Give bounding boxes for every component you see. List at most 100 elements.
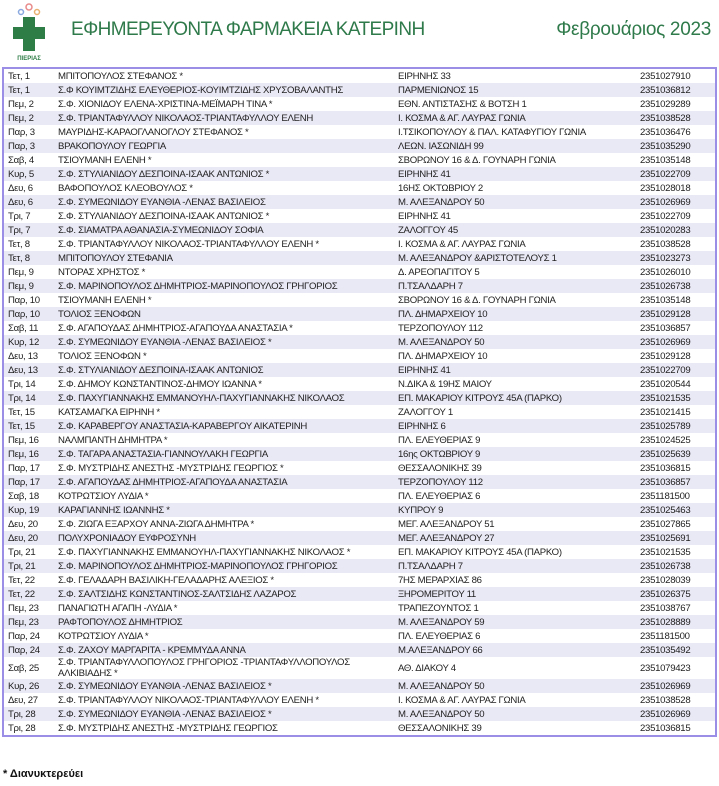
date-cell: Τετ, 8 [8, 252, 30, 264]
phone-cell: 2351038767 [640, 602, 691, 614]
pharmacy-name-cell: ΝΤΟΡΑΣ ΧΡΗΣΤΟΣ * [58, 266, 146, 278]
table-row: Τετ, 8 ΜΠΙΤΟΠΟΥΛΟΥ ΣΤΕΦΑΝΙΑ Μ. ΑΛΕΞΑΝΔΡΟΥ … [4, 251, 715, 265]
phone-cell: 2351029289 [640, 98, 691, 110]
phone-cell: 2351021535 [640, 546, 691, 558]
duty-pharmacies-table: Τετ, 1 ΜΠΙΤΟΠΟΥΛΟΣ ΣΤΕΦΑΝΟΣ * ΕΙΡΗΝΗΣ 33 23… [2, 67, 717, 737]
table-row: Σαβ, 18 ΚΟΤΡΩΤΣΙΟΥ ΛΥΔΙΑ * ΠΛ. ΕΛΕΥΘΕΡΙΑΣ … [4, 489, 715, 503]
table-row: Κυρ, 26 Σ.Φ. ΣΥΜΕΩΝΙΔΟΥ ΕΥΑΝΘΙΑ -ΛΕΝΑΣ ΒΑ… [4, 679, 715, 693]
date-cell: Σαβ, 11 [8, 322, 39, 334]
pharmacy-name-cell: Σ.Φ. ΣΤΥΛΙΑΝΙΔΟΥ ΔΕΣΠΟΙΝΑ-ΙΣΑΑΚ ΑΝΤΩΝΙΟΣ… [58, 210, 270, 222]
pharmacy-name-cell: Σ.Φ. ΧΙΟΝΙΔΟΥ ΕΛΕΝΑ-ΧΡΙΣΤΙΝΑ-ΜΕΪΜΑΡΗ ΤΙΝ… [58, 98, 273, 110]
table-row: Παρ, 3 ΒΡΑΚΟΠΟΥΛΟΥ ΓΕΩΡΓΙΑ ΛΕΩΝ. ΙΑΣΩΝΙΔΗ … [4, 139, 715, 153]
table-row: Πεμ, 23 ΠΑΝΑΓΙΩΤΗ ΑΓΑΠΗ -ΛΥΔΙΑ * ΤΡΑΠΕΖΟΥΝ… [4, 601, 715, 615]
address-cell: ΕΙΡΗΝΗΣ 41 [398, 364, 451, 376]
address-cell: ΤΡΑΠΕΖΟΥΝΤΟΣ 1 [398, 602, 479, 614]
table-row: Δευ, 20 Σ.Φ. ΖΙΩΓΑ ΕΞΑΡΧΟΥ ΑΝΝΑ-ΖΙΩΓΑ ΔΗΜ… [4, 517, 715, 531]
address-cell: ΕΙΡΗΝΗΣ 6 [398, 420, 446, 432]
pharmacy-name-cell: ΚΑΤΣΑΜΑΓΚΑ ΕΙΡΗΝΗ * [58, 406, 160, 418]
date-cell: Πεμ, 16 [8, 448, 39, 460]
address-cell: Ι.ΤΣΙΚΟΠΟΥΛΟΥ & ΠΑΛ. ΚΑΤΑΦΥΓΙΟΥ ΓΩΝΙΑ [398, 126, 586, 138]
phone-cell: 2351026738 [640, 280, 691, 292]
pharmacy-name-cell: Σ.Φ. ΠΑΧΥΓΙΑΝΝΑΚΗΣ ΕΜΜΑΝΟΥΗΛ-ΠΑΧΥΓΙΑΝΝΑΚ… [58, 392, 345, 404]
date-cell: Κυρ, 19 [8, 504, 40, 516]
pharmacy-name-cell: Σ.Φ. ΤΑΓΑΡΑ ΑΝΑΣΤΑΣΙΑ-ΓΙΑΝΝΟΥΛΑΚΗ ΓΕΩΡΓΙ… [58, 448, 268, 460]
table-row: Τετ, 1 Σ.Φ ΚΟΥΙΜΤΖΙΔΗΣ ΕΛΕΥΘΕΡΙΟΣ-ΚΟΥΙΜΤΖ… [4, 83, 715, 97]
table-row: Παρ, 17 Σ.Φ. ΜΥΣΤΡΙΔΗΣ ΑΝΕΣΤΗΣ -ΜΥΣΤΡΙΔΗΣ… [4, 461, 715, 475]
table-row: Παρ, 10 ΤΟΛΙΟΣ ΞΕΝΟΦΩΝ ΠΛ. ΔΗΜΑΡΧΕΙΟΥ 10 23… [4, 307, 715, 321]
phone-cell: 2351025639 [640, 448, 691, 460]
phone-cell: 2351021415 [640, 406, 691, 418]
date-cell: Παρ, 3 [8, 140, 35, 152]
phone-cell: 2351022709 [640, 210, 691, 222]
date-cell: Κυρ, 5 [8, 168, 34, 180]
address-cell: Μ. ΑΛΕΞΑΝΔΡΟΥ &ΑΡΙΣΤΟΤΕΛΟΥΣ 1 [398, 252, 557, 264]
phone-cell: 2351036812 [640, 84, 691, 96]
address-cell: Ν.ΔΙΚΑ & 19ΗΣ ΜΑΙΟΥ [398, 378, 492, 390]
pharmacy-name-cell: Σ.Φ. ΣΙΑΜΑΤΡΑ ΑΘΑΝΑΣΙΑ-ΣΥΜΕΩΝΙΔΟΥ ΣΟΦΙΑ [58, 224, 264, 236]
address-cell: ΤΕΡΖΟΠΟΥΛΟΥ 112 [398, 476, 483, 488]
date-cell: Δευ, 27 [8, 694, 38, 706]
date-cell: Τετ, 1 [8, 70, 30, 82]
pharmacy-name-cell: Σ.Φ. ΜΑΡΙΝΟΠΟΥΛΟΣ ΔΗΜΗΤΡΙΟΣ-ΜΑΡΙΝΟΠΟΥΛΟΣ… [58, 560, 338, 572]
address-cell: Δ. ΑΡΕΟΠΑΓΙΤΟΥ 5 [398, 266, 480, 278]
date-cell: Τρι, 28 [8, 708, 36, 720]
address-cell: ΤΕΡΖΟΠΟΥΛΟΥ 112 [398, 322, 483, 334]
phone-cell: 2351026969 [640, 336, 691, 348]
table-row: Παρ, 24 ΚΟΤΡΩΤΣΙΟΥ ΛΥΔΙΑ * ΠΛ. ΕΛΕΥΘΕΡΙΑΣ … [4, 629, 715, 643]
address-cell: ΠΛ. ΕΛΕΥΘΕΡΙΑΣ 6 [398, 490, 481, 502]
address-cell: ΣΒΟΡΩΝΟΥ 16 & Δ. ΓΟΥΝΑΡΗ ΓΩΝΙΑ [398, 294, 556, 306]
date-cell: Σαβ, 18 [8, 490, 39, 502]
phone-cell: 2351026738 [640, 560, 691, 572]
phone-cell: 2351036857 [640, 476, 691, 488]
date-cell: Παρ, 10 [8, 294, 40, 306]
table-row: Σαβ, 4 ΤΣΙΟΥΜΑΝΗ ΕΛΕΝΗ * ΣΒΟΡΩΝΟΥ 16 & Δ. … [4, 153, 715, 167]
address-cell: ΠΑΡΜΕΝΙΩΝΟΣ 15 [398, 84, 479, 96]
phone-cell: 2351038528 [640, 238, 691, 250]
address-cell: Μ. ΑΛΕΞΑΝΔΡΟΥ 50 [398, 708, 485, 720]
date-cell: Τετ, 22 [8, 574, 35, 586]
phone-cell: 2351026969 [640, 708, 691, 720]
address-cell: ΠΛ. ΔΗΜΑΡΧΕΙΟΥ 10 [398, 308, 488, 320]
phone-cell: 2351026969 [640, 196, 691, 208]
table-row: Τετ, 15 ΚΑΤΣΑΜΑΓΚΑ ΕΙΡΗΝΗ * ΖΑΛΟΓΓΟΥ 1 2351… [4, 405, 715, 419]
address-cell: ΜΕΓ. ΑΛΕΞΑΝΔΡΟΥ 27 [398, 532, 495, 544]
pharmacy-name-cell: Σ.Φ ΚΟΥΙΜΤΖΙΔΗΣ ΕΛΕΥΘΕΡΙΟΣ-ΚΟΥΙΜΤΖΙΔΗΣ Χ… [58, 84, 344, 96]
date-cell: Πεμ, 9 [8, 280, 34, 292]
phone-cell: 2351020283 [640, 224, 691, 236]
phone-cell: 2351027865 [640, 518, 691, 530]
phone-cell: 2351026010 [640, 266, 691, 278]
address-cell: ΖΑΛΟΓΓΟΥ 45 [398, 224, 458, 236]
address-cell: Μ. ΑΛΕΞΑΝΔΡΟΥ 59 [398, 616, 485, 628]
address-cell: ΠΛ. ΕΛΕΥΘΕΡΙΑΣ 6 [398, 630, 481, 642]
pharmacy-name-cell: Σ.Φ. ΖΑΧΟΥ ΜΑΡΓΑΡΙΤΑ - ΚΡΕΜΜΥΔΑ ΑΝΝΑ [58, 644, 246, 656]
date-cell: Τρι, 14 [8, 378, 36, 390]
footnote: * Διανυκτερεύει [3, 768, 84, 780]
table-row: Παρ, 17 Σ.Φ. ΑΓΑΠΟΥΔΑΣ ΔΗΜΗΤΡΙΟΣ-ΑΓΑΠΟΥΔΑ… [4, 475, 715, 489]
page-title: ΕΦΗΜΕΡΕΥΟΝΤΑ ΦΑΡΜΑΚΕΙΑ ΚΑΤΕΡΙΝΗ [71, 19, 425, 40]
date-cell: Σαβ, 4 [8, 154, 34, 166]
address-cell: ΠΛ. ΔΗΜΑΡΧΕΙΟΥ 10 [398, 350, 488, 362]
phone-cell: 2351181500 [640, 630, 690, 642]
address-cell: Ι. ΚΟΣΜΑ & ΑΓ. ΛΑΥΡΑΣ ΓΩΝΙΑ [398, 238, 526, 250]
table-row: Τετ, 8 Σ.Φ. ΤΡΙΑΝΤΑΦΥΛΛΟΥ ΝΙΚΟΛΑΟΣ-ΤΡΙΑΝΤ… [4, 237, 715, 251]
table-row: Παρ, 3 ΜΑΥΡΙΔΗΣ-ΚΑΡΑΟΓΛΑΝΟΓΛΟΥ ΣΤΕΦΑΝΟΣ *… [4, 125, 715, 139]
phone-cell: 2351022709 [640, 364, 691, 376]
pharmacy-name-cell: Σ.Φ. ΑΓΑΠΟΥΔΑΣ ΔΗΜΗΤΡΙΟΣ-ΑΓΑΠΟΥΔΑ ΑΝΑΣΤΑ… [58, 322, 293, 334]
date-cell: Πεμ, 9 [8, 266, 34, 278]
date-cell: Πεμ, 16 [8, 434, 39, 446]
phone-cell: 2351035148 [640, 294, 691, 306]
table-row: Κυρ, 12 Σ.Φ. ΣΥΜΕΩΝΙΔΟΥ ΕΥΑΝΘΙΑ -ΛΕΝΑΣ ΒΑ… [4, 335, 715, 349]
table-row: Δευ, 13 ΤΟΛΙΟΣ ΞΕΝΟΦΩΝ * ΠΛ. ΔΗΜΑΡΧΕΙΟΥ 10… [4, 349, 715, 363]
pharmacy-name-cell: Σ.Φ. ΚΑΡΑΒΕΡΓΟΥ ΑΝΑΣΤΑΣΙΑ-ΚΑΡΑΒΕΡΓΟΥ ΑΙΚ… [58, 420, 307, 432]
date-cell: Τρι, 21 [8, 546, 36, 558]
address-cell: Π.ΤΣΑΛΔΑΡΗ 7 [398, 560, 463, 572]
pharmacy-name-cell: ΤΣΙΟΥΜΑΝΗ ΕΛΕΝΗ * [58, 294, 152, 306]
pharmacy-name-cell: Σ.Φ. ΑΓΑΠΟΥΔΑΣ ΔΗΜΗΤΡΙΟΣ-ΑΓΑΠΟΥΔΑ ΑΝΑΣΤΑ… [58, 476, 288, 488]
pharmacy-name-cell: Σ.Φ. ΣΤΥΛΙΑΝΙΔΟΥ ΔΕΣΠΟΙΝΑ-ΙΣΑΑΚ ΑΝΤΩΝΙΟΣ [58, 364, 264, 376]
phone-cell: 2351023273 [640, 252, 691, 264]
pharmacy-name-cell: ΝΑΛΜΠΑΝΤΗ ΔΗΜΗΤΡΑ * [58, 434, 168, 446]
phone-cell: 2351020544 [640, 378, 691, 390]
pharmacy-name-cell: Σ.Φ. ΜΥΣΤΡΙΔΗΣ ΑΝΕΣΤΗΣ -ΜΥΣΤΡΙΔΗΣ ΓΕΩΡΓΙ… [58, 722, 278, 734]
address-cell: 16ης ΟΚΤΩΒΡΙΟΥ 9 [398, 448, 481, 460]
pharmacy-name-cell: ΒΑΦΟΠΟΥΛΟΣ ΚΛΕΟΒΟΥΛΟΣ * [58, 182, 193, 194]
